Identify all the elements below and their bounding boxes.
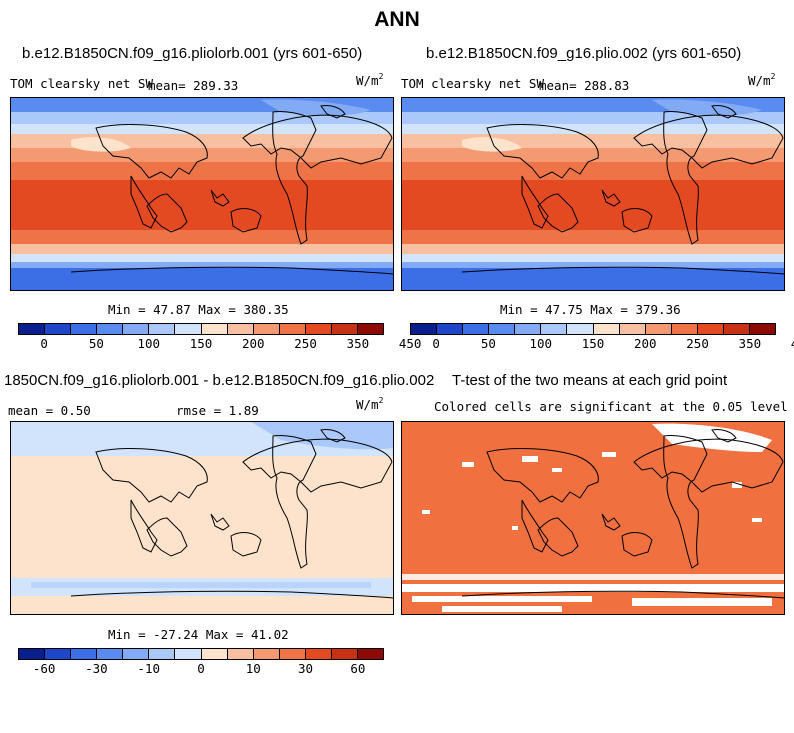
colorbar-tick-label: -10 — [137, 661, 160, 676]
colorbar-tick-label: 100 — [137, 336, 160, 351]
colorbar-tick-label: 350 — [738, 336, 762, 351]
panel-2-variable: TOM clearsky net SW — [401, 76, 544, 91]
abs-field-map — [402, 98, 784, 290]
panel-2-colorbar-labels: 0 50 100 150 200 250 350 450 — [410, 336, 794, 352]
panel-3-map — [10, 421, 394, 615]
colorbar-swatch — [19, 649, 46, 659]
colorbar-swatch — [750, 324, 776, 334]
colorbar-swatch — [253, 649, 280, 659]
colorbar-swatch — [593, 324, 620, 334]
panel-1-map — [10, 97, 394, 291]
page-title: ANN — [374, 8, 420, 31]
panel-1-title: b.e12.B1850CN.f09_g16.pliolorb.001 (yrs … — [22, 45, 363, 62]
colorbar-swatch — [358, 649, 384, 659]
colorbar-swatch — [149, 324, 176, 334]
colorbar-swatch — [437, 324, 464, 334]
panel-4-subtitle: Colored cells are significant at the 0.0… — [434, 399, 788, 414]
colorbar-swatch — [175, 324, 202, 334]
abs-field-map — [11, 98, 393, 290]
colorbar-tick-label: 60 — [350, 661, 366, 676]
colorbar-swatch — [201, 324, 228, 334]
colorbar-tick-label: 100 — [529, 336, 552, 351]
colorbar-tick-label: 150 — [581, 336, 605, 351]
panel-3-title: 1850CN.f09_g16.pliolorb.001 - b.e12.B185… — [4, 372, 435, 389]
diff-field-map — [11, 422, 393, 614]
colorbar-swatch — [411, 324, 438, 334]
colorbar-swatch — [45, 324, 72, 334]
colorbar-swatch — [97, 649, 124, 659]
panel-3-unit: W/m2 — [356, 396, 384, 412]
panel-2-unit: W/m2 — [748, 72, 776, 88]
colorbar-tick-label: -30 — [85, 661, 108, 676]
colorbar-swatch — [71, 324, 98, 334]
colorbar-tick-label: 0 — [40, 336, 48, 351]
colorbar-swatch — [515, 324, 542, 334]
colorbar-swatch — [201, 649, 228, 659]
colorbar-tick-label: 10 — [245, 661, 261, 676]
colorbar-swatch — [71, 649, 98, 659]
colorbar-swatch — [227, 324, 254, 334]
significance-map — [402, 422, 784, 614]
colorbar-tick-label: 0 — [197, 661, 205, 676]
panel-3-minmax: Min = -27.24 Max = 41.02 — [108, 627, 289, 642]
panel-1-colorbar — [18, 323, 384, 335]
panel-1-colorbar-labels: 0 50 100 150 200 250 350 450 — [18, 336, 421, 352]
colorbar-tick-label: 30 — [298, 661, 314, 676]
panel-4-title: T-test of the two means at each grid poi… — [452, 372, 728, 389]
panel-3-colorbar-labels: -60 -30 -10 0 10 30 60 — [18, 661, 384, 677]
panel-1-mean: mean= 289.33 — [148, 78, 239, 93]
colorbar-tick-label: -60 — [32, 661, 56, 676]
colorbar-swatch — [489, 324, 516, 334]
panel-3-colorbar — [18, 648, 384, 660]
colorbar-tick-label: 50 — [88, 336, 104, 351]
colorbar-swatch — [305, 324, 332, 334]
panel-1-unit: W/m2 — [356, 72, 384, 88]
colorbar-swatch — [123, 649, 150, 659]
colorbar-tick-label: 450 — [398, 336, 422, 351]
panel-2-title: b.e12.B1850CN.f09_g16.plio.002 (yrs 601-… — [426, 45, 742, 62]
colorbar-swatch — [331, 324, 359, 334]
colorbar-swatch — [463, 324, 490, 334]
colorbar-tick-label: 250 — [294, 336, 317, 351]
colorbar-swatch — [619, 324, 646, 334]
colorbar-swatch — [645, 324, 672, 334]
panel-2-minmax: Min = 47.75 Max = 379.36 — [500, 302, 681, 317]
panel-3-mean: mean = 0.50 — [8, 403, 91, 418]
panel-4-map — [401, 421, 785, 615]
colorbar-tick-label: 150 — [189, 336, 213, 351]
colorbar-swatch — [97, 324, 124, 334]
colorbar-swatch — [19, 324, 46, 334]
panel-2-map — [401, 97, 785, 291]
colorbar-swatch — [358, 324, 384, 334]
colorbar-swatch — [671, 324, 698, 334]
colorbar-swatch — [305, 649, 332, 659]
colorbar-swatch — [175, 649, 202, 659]
colorbar-tick-label: 350 — [346, 336, 370, 351]
colorbar-swatch — [253, 324, 280, 334]
panel-1-minmax: Min = 47.87 Max = 380.35 — [108, 302, 289, 317]
panel-2-colorbar — [410, 323, 776, 335]
colorbar-tick-label: 200 — [241, 336, 265, 351]
colorbar-tick-label: 0 — [432, 336, 440, 351]
panel-2-mean: mean= 288.83 — [539, 78, 630, 93]
colorbar-swatch — [227, 649, 254, 659]
colorbar-swatch — [567, 324, 594, 334]
colorbar-swatch — [123, 324, 150, 334]
colorbar-tick-label: 200 — [633, 336, 657, 351]
colorbar-tick-label: 250 — [686, 336, 709, 351]
colorbar-swatch — [541, 324, 568, 334]
colorbar-swatch — [331, 649, 359, 659]
colorbar-swatch — [279, 324, 306, 334]
colorbar-swatch — [723, 324, 751, 334]
colorbar-swatch — [45, 649, 72, 659]
colorbar-swatch — [279, 649, 306, 659]
colorbar-swatch — [149, 649, 176, 659]
colorbar-swatch — [697, 324, 724, 334]
colorbar-tick-label: 50 — [480, 336, 496, 351]
panel-1-variable: TOM clearsky net SW — [10, 76, 153, 91]
colorbar-tick-label: 450 — [791, 336, 794, 351]
panel-3-rmse: rmse = 1.89 — [176, 403, 259, 418]
